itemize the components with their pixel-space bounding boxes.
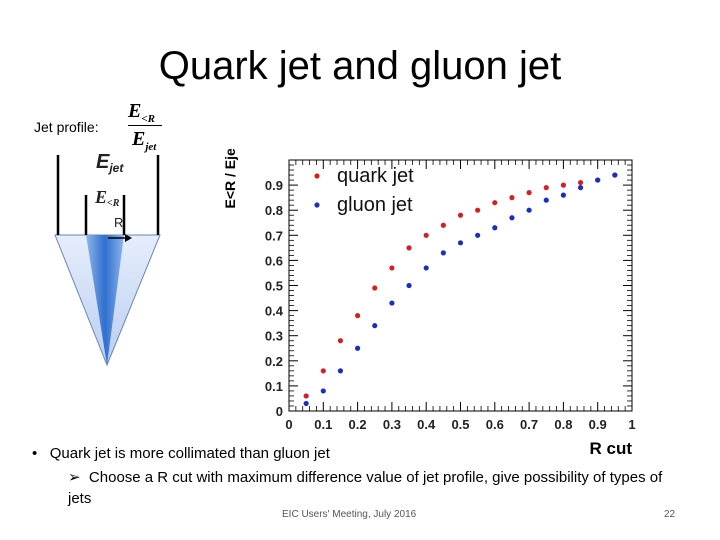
- gluon-jet-point: [544, 198, 549, 203]
- y-tick-label: 0.8: [265, 203, 283, 218]
- gluon-jet-point: [406, 283, 411, 288]
- jet-profile-fraction: E<R Ejet: [128, 100, 155, 125]
- y-tick-label: 0.2: [265, 354, 283, 369]
- gluon-jet-point: [578, 185, 583, 190]
- y-tick-label: 0.1: [265, 379, 283, 394]
- gluon-jet-point: [595, 177, 600, 182]
- slide-title: Quark jet and gluon jet: [0, 44, 720, 89]
- quark-jet-point: [406, 245, 411, 250]
- x-tick-label: 0.2: [349, 417, 367, 432]
- gluon-jet-point: [561, 193, 566, 198]
- x-tick-label: 0.4: [417, 417, 436, 432]
- quark-jet-point: [304, 393, 309, 398]
- y-tick-label: 0.4: [265, 304, 284, 319]
- page-number: 22: [664, 509, 675, 520]
- x-tick-label: 0.7: [520, 417, 538, 432]
- bullet-item: • Quark jet is more collimated than gluo…: [32, 445, 330, 462]
- y-tick-label: 0.5: [265, 279, 283, 294]
- quark-jet-point: [389, 265, 394, 270]
- quark-jet-point: [424, 233, 429, 238]
- y-tick-label: 0.3: [265, 329, 283, 344]
- x-tick-label: 0.8: [554, 417, 572, 432]
- gluon-jet-point: [321, 388, 326, 393]
- quark-jet-point: [475, 208, 480, 213]
- quark-jet-point: [458, 213, 463, 218]
- gluon-jet-point: [612, 172, 617, 177]
- gluon-jet-point: [355, 346, 360, 351]
- jet-cone-diagram: Ejet E<R R: [50, 145, 170, 370]
- x-axis-label: R cut: [590, 439, 633, 458]
- gluon-jet-point: [458, 240, 463, 245]
- legend-marker: [314, 173, 319, 178]
- gluon-jet-point: [304, 401, 309, 406]
- quark-jet-point: [578, 180, 583, 185]
- gluon-jet-point: [492, 225, 497, 230]
- y-tick-label: 0: [276, 404, 283, 419]
- x-tick-label: 0.9: [589, 417, 607, 432]
- fraction-numerator: E<R: [128, 100, 155, 125]
- quark-jet-point: [561, 183, 566, 188]
- gluon-jet-point: [338, 368, 343, 373]
- x-tick-label: 1: [628, 417, 635, 432]
- gluon-jet-point: [424, 265, 429, 270]
- quark-jet-point: [355, 313, 360, 318]
- arrow-bullet-icon: ➢: [68, 469, 81, 486]
- y-tick-label: 0.7: [265, 228, 283, 243]
- quark-jet-point: [544, 185, 549, 190]
- gluon-jet-point: [372, 323, 377, 328]
- r-label: R: [114, 215, 123, 230]
- y-axis-label: E<R / Ejet: [222, 148, 238, 208]
- jet-profile-label: Jet profile:: [34, 119, 99, 135]
- x-tick-label: 0.1: [314, 417, 332, 432]
- gluon-jet-point: [441, 250, 446, 255]
- tick-labels: 0 0.1 0.2 0.3 0.4 0.5 0.6 0.7 0.8 0.9 1 0 0.1 0.2 0.3 0…: [265, 178, 636, 432]
- legend: quark jet gluon jet: [314, 165, 414, 216]
- quark-jet-point: [321, 368, 326, 373]
- x-tick-label: 0.5: [451, 417, 469, 432]
- jet-profile-chart: 0 0.1 0.2 0.3 0.4 0.5 0.6 0.7 0.8 0.9 1 0 0.1 0.2 0.3 0…: [205, 148, 645, 458]
- ejet-label: Ejet: [96, 151, 124, 175]
- x-tick-label: 0: [285, 417, 292, 432]
- footer-text: EIC Users' Meeting, July 2016: [282, 509, 416, 520]
- quark-jet-point: [372, 285, 377, 290]
- legend-label: gluon jet: [337, 194, 413, 216]
- x-tick-label: 0.6: [486, 417, 504, 432]
- gluon-jet-point: [389, 300, 394, 305]
- er-label: E<R: [94, 187, 120, 209]
- fraction-bar: [128, 125, 162, 126]
- gluon-jet-point: [509, 215, 514, 220]
- sub-bullet-text: Choose a R cut with maximum difference v…: [68, 469, 662, 507]
- gluon-jet-point: [475, 233, 480, 238]
- sub-bullet-item: ➢ Choose a R cut with maximum difference…: [68, 467, 668, 509]
- legend-label: quark jet: [337, 165, 414, 187]
- quark-jet-point: [492, 200, 497, 205]
- x-tick-label: 0.3: [383, 417, 401, 432]
- quark-jet-point: [509, 195, 514, 200]
- quark-jet-point: [441, 223, 446, 228]
- quark-jet-point: [527, 190, 532, 195]
- y-tick-label: 0.9: [265, 178, 283, 193]
- legend-marker: [314, 202, 319, 207]
- gluon-jet-point: [527, 208, 532, 213]
- bullet-text: Quark jet is more collimated than gluon …: [50, 445, 330, 462]
- quark-jet-point: [338, 338, 343, 343]
- y-tick-label: 0.6: [265, 253, 283, 268]
